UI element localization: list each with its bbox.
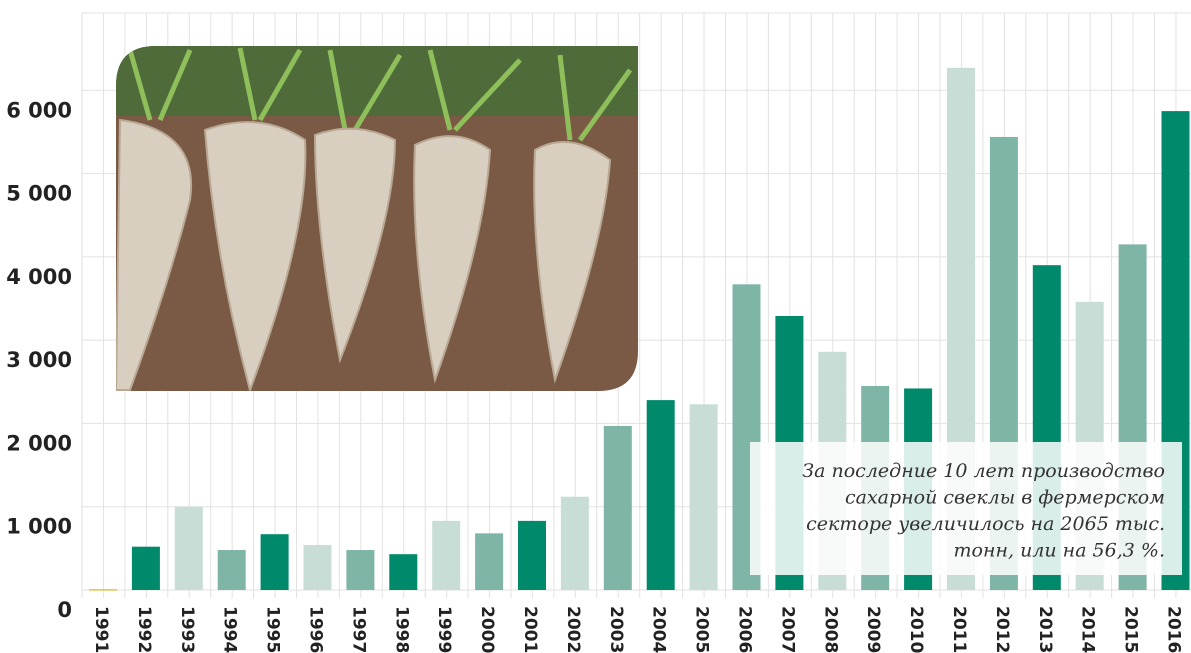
bar bbox=[689, 404, 718, 590]
x-tick-label: 1991 bbox=[91, 606, 111, 653]
x-tick-label: 1998 bbox=[391, 606, 411, 653]
bar bbox=[174, 506, 203, 590]
bar bbox=[303, 545, 332, 590]
x-tick-label: 1995 bbox=[263, 606, 283, 653]
x-tick-label: 2003 bbox=[606, 606, 626, 653]
y-tick-label: 4 000 bbox=[6, 265, 72, 289]
annotation-line: За последние 10 лет производство bbox=[802, 460, 1165, 482]
bar bbox=[217, 550, 246, 590]
bar bbox=[603, 425, 632, 590]
x-tick-label: 2012 bbox=[992, 606, 1012, 653]
x-tick-label: 2009 bbox=[863, 606, 883, 653]
x-tick-label: 2004 bbox=[649, 606, 669, 653]
y-tick-label: 3 000 bbox=[6, 348, 72, 372]
x-tick-label: 2014 bbox=[1078, 606, 1098, 653]
x-tick-label: 2011 bbox=[949, 606, 969, 653]
x-tick-label: 2015 bbox=[1121, 606, 1141, 653]
x-tick-label: 2006 bbox=[735, 606, 755, 653]
x-tick-label: 2007 bbox=[777, 606, 797, 653]
x-tick-label: 1992 bbox=[134, 606, 154, 653]
x-tick-label: 2001 bbox=[520, 606, 540, 653]
x-tick-label: 1997 bbox=[348, 606, 368, 653]
annotation-line: тонн, или на 56,3 %. bbox=[954, 540, 1166, 562]
annotation: За последние 10 лет производство сахарной… bbox=[802, 460, 1165, 562]
bar bbox=[346, 550, 375, 590]
y-tick-label: 5 000 bbox=[6, 182, 72, 206]
x-tick-label: 1999 bbox=[434, 606, 454, 653]
bar bbox=[646, 400, 675, 590]
x-tick-label: 1996 bbox=[306, 606, 326, 653]
y-tick-label: 0 bbox=[57, 598, 72, 622]
photo bbox=[116, 46, 638, 391]
x-tick-label: 2008 bbox=[820, 606, 840, 653]
x-tick-label: 2013 bbox=[1035, 606, 1055, 653]
y-tick-label: 6 000 bbox=[6, 98, 72, 122]
x-tick-label: 2010 bbox=[906, 606, 926, 653]
bar bbox=[432, 520, 461, 590]
annotation-box bbox=[750, 442, 1182, 575]
x-tick-label: 2002 bbox=[563, 606, 583, 653]
bar bbox=[475, 533, 504, 590]
bar bbox=[560, 496, 589, 590]
bar bbox=[389, 554, 418, 590]
x-tick-label: 2000 bbox=[477, 606, 497, 653]
annotation-line: секторе увеличилось на 2065 тыс. bbox=[806, 513, 1165, 535]
labels: 0 1 000 2 000 3 000 4 000 5 000 6 000 1991 1992 1… bbox=[6, 98, 1183, 653]
y-tick-label: 2 000 bbox=[6, 431, 72, 455]
bar bbox=[518, 520, 546, 590]
bar bbox=[260, 534, 289, 590]
bar bbox=[89, 589, 117, 591]
x-tick-label: 2005 bbox=[692, 606, 712, 653]
x-tick-label: 2016 bbox=[1164, 606, 1184, 653]
annotation-line: сахарной свеклы в фермерском bbox=[845, 487, 1165, 509]
x-tick-label: 1993 bbox=[177, 606, 197, 653]
y-tick-label: 1 000 bbox=[6, 515, 72, 539]
x-tick-label: 1994 bbox=[220, 606, 240, 653]
bar bbox=[131, 546, 160, 590]
